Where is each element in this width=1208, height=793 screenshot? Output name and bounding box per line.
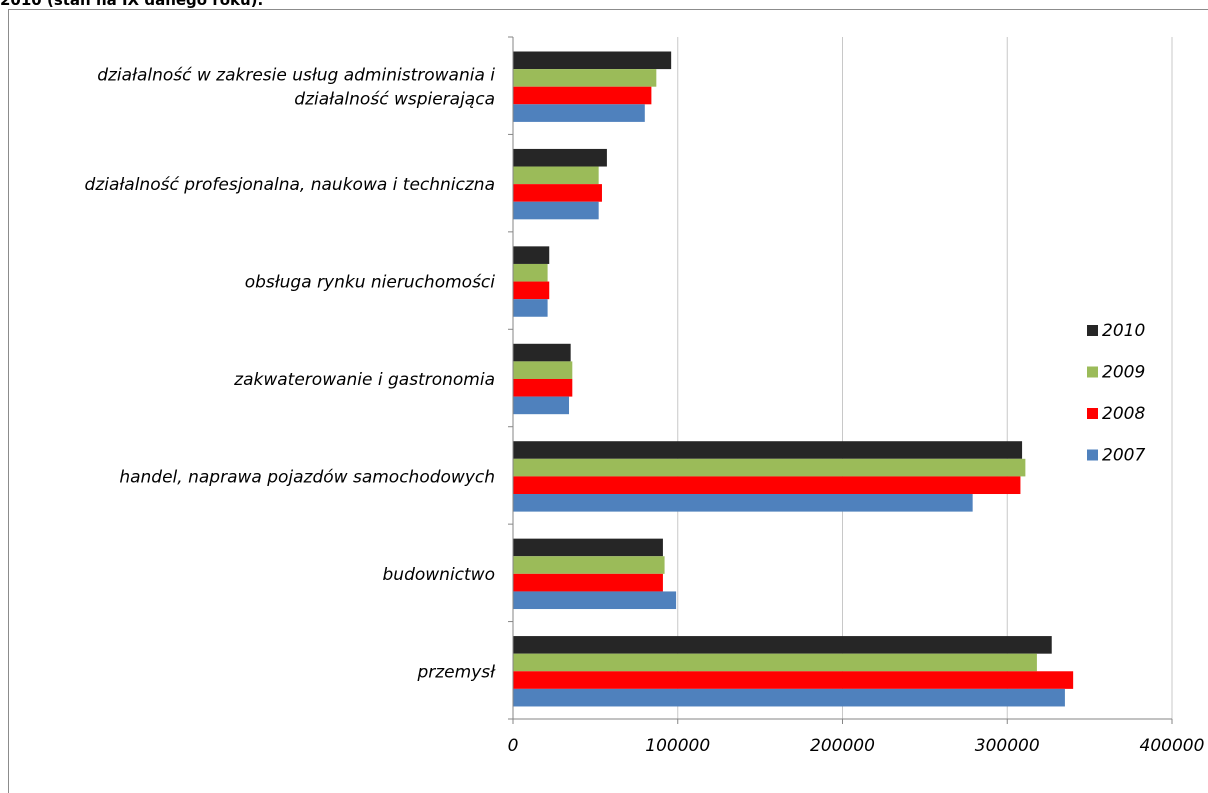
category-label: zakwaterowanie i gastronomia — [233, 370, 495, 390]
bar — [513, 281, 550, 300]
bar — [513, 51, 672, 70]
bar — [513, 556, 665, 574]
category-label: budownictwo — [383, 565, 495, 585]
category-label: handel, naprawa pojazdów samochodowych — [119, 467, 495, 487]
chart-frame — [8, 9, 1208, 793]
bar — [513, 184, 602, 202]
bar — [513, 671, 1074, 689]
x-tick-label: 0 — [508, 736, 519, 756]
x-tick-label: 100000 — [645, 736, 710, 756]
bar — [513, 166, 599, 185]
bars — [513, 51, 1074, 707]
bar — [513, 246, 550, 264]
bar — [513, 591, 677, 610]
bar — [513, 688, 1065, 707]
bar — [513, 299, 548, 317]
bar — [513, 538, 663, 557]
legend-swatch — [1087, 408, 1098, 419]
legend-swatch — [1087, 366, 1098, 378]
x-tick-labels: 0 100000 200000 300000 400000 — [508, 736, 1205, 756]
bar — [513, 104, 645, 122]
bar — [513, 201, 599, 220]
x-tick-label: 400000 — [1140, 736, 1205, 756]
chart-caption: 2010 (stan na IX danego roku). — [0, 0, 264, 9]
legend-swatch — [1087, 449, 1098, 461]
bar — [513, 458, 1026, 477]
legend-label: 2009 — [1102, 363, 1145, 383]
x-tick-label: 200000 — [810, 736, 875, 756]
category-label: działalność profesjonalna, naukowa i tec… — [85, 175, 495, 195]
legend-swatch — [1087, 325, 1098, 336]
category-label: działalność wspierająca — [294, 90, 495, 110]
bar — [513, 343, 571, 362]
bar — [513, 573, 663, 592]
category-label: przemysł — [416, 662, 496, 682]
bar — [513, 396, 570, 415]
category-labels: działalność w zakresie usług administrow… — [85, 66, 497, 683]
gridlines — [677, 37, 1173, 719]
bar — [513, 69, 657, 87]
axes — [508, 36, 1173, 724]
bar — [513, 653, 1037, 672]
bar — [513, 636, 1052, 654]
bar — [513, 476, 1021, 495]
legend-label: 2010 — [1102, 321, 1145, 341]
legend-label: 2007 — [1102, 446, 1145, 466]
legend-label: 2008 — [1102, 404, 1145, 424]
bar — [513, 86, 652, 105]
bar — [513, 494, 973, 512]
legend: 2010 2009 2008 2007 — [1087, 321, 1145, 466]
bar — [513, 378, 573, 397]
category-label: obsługa rynku nieruchomości — [245, 273, 496, 293]
x-tick-label: 300000 — [975, 736, 1040, 756]
bar — [513, 441, 1023, 459]
category-label: działalność w zakresie usług administrow… — [97, 66, 495, 86]
bar — [513, 263, 548, 282]
bar — [513, 361, 573, 379]
bar — [513, 148, 607, 167]
